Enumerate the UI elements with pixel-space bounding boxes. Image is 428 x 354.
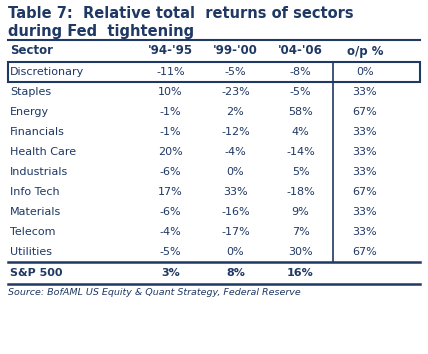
Text: Staples: Staples (10, 87, 51, 97)
Text: 33%: 33% (353, 167, 377, 177)
Text: Materials: Materials (10, 207, 61, 217)
Text: -11%: -11% (156, 67, 184, 77)
Text: -4%: -4% (225, 147, 246, 157)
Text: 0%: 0% (226, 247, 244, 257)
Text: -8%: -8% (290, 67, 312, 77)
Text: -5%: -5% (225, 67, 246, 77)
Text: Source: BofAML US Equity & Quant Strategy, Federal Reserve: Source: BofAML US Equity & Quant Strateg… (8, 288, 301, 297)
Text: 5%: 5% (292, 167, 309, 177)
Text: -1%: -1% (160, 107, 181, 117)
Text: during Fed  tightening: during Fed tightening (8, 24, 194, 39)
Text: 4%: 4% (291, 127, 309, 137)
Text: -4%: -4% (160, 227, 181, 237)
Text: -14%: -14% (286, 147, 315, 157)
Text: 33%: 33% (223, 187, 248, 197)
Text: 33%: 33% (353, 87, 377, 97)
Text: 0%: 0% (226, 167, 244, 177)
Text: '99-'00: '99-'00 (213, 45, 258, 57)
Text: 2%: 2% (226, 107, 244, 117)
Text: o/p %: o/p % (347, 45, 383, 57)
Text: Health Care: Health Care (10, 147, 76, 157)
Text: -6%: -6% (160, 207, 181, 217)
Text: 3%: 3% (161, 268, 180, 278)
Text: Telecom: Telecom (10, 227, 56, 237)
Text: 33%: 33% (353, 207, 377, 217)
Text: 30%: 30% (288, 247, 313, 257)
Text: '04-'06: '04-'06 (278, 45, 323, 57)
Text: 33%: 33% (353, 227, 377, 237)
Text: 17%: 17% (158, 187, 183, 197)
Text: 8%: 8% (226, 268, 245, 278)
Text: -23%: -23% (221, 87, 250, 97)
Text: -1%: -1% (160, 127, 181, 137)
Text: -5%: -5% (290, 87, 311, 97)
Text: 58%: 58% (288, 107, 313, 117)
Text: S&P 500: S&P 500 (10, 268, 62, 278)
Text: -12%: -12% (221, 127, 250, 137)
Text: -18%: -18% (286, 187, 315, 197)
Text: Financials: Financials (10, 127, 65, 137)
Text: 33%: 33% (353, 147, 377, 157)
Text: 33%: 33% (353, 127, 377, 137)
Text: Discretionary: Discretionary (10, 67, 84, 77)
Text: '94-'95: '94-'95 (148, 45, 193, 57)
Text: 10%: 10% (158, 87, 183, 97)
Text: -6%: -6% (160, 167, 181, 177)
Text: -16%: -16% (221, 207, 250, 217)
Text: Sector: Sector (10, 45, 53, 57)
Text: Table 7:  Relative total  returns of sectors: Table 7: Relative total returns of secto… (8, 6, 354, 21)
Text: Utilities: Utilities (10, 247, 52, 257)
Text: -17%: -17% (221, 227, 250, 237)
Text: Info Tech: Info Tech (10, 187, 59, 197)
Text: -5%: -5% (160, 247, 181, 257)
Bar (8, 62, 420, 82)
Text: 67%: 67% (353, 107, 377, 117)
Text: 67%: 67% (353, 187, 377, 197)
Text: 20%: 20% (158, 147, 183, 157)
Text: 7%: 7% (291, 227, 309, 237)
Text: 9%: 9% (291, 207, 309, 217)
Text: Industrials: Industrials (10, 167, 68, 177)
Text: Energy: Energy (10, 107, 49, 117)
Text: 16%: 16% (287, 268, 314, 278)
Text: 67%: 67% (353, 247, 377, 257)
Text: 0%: 0% (356, 67, 374, 77)
